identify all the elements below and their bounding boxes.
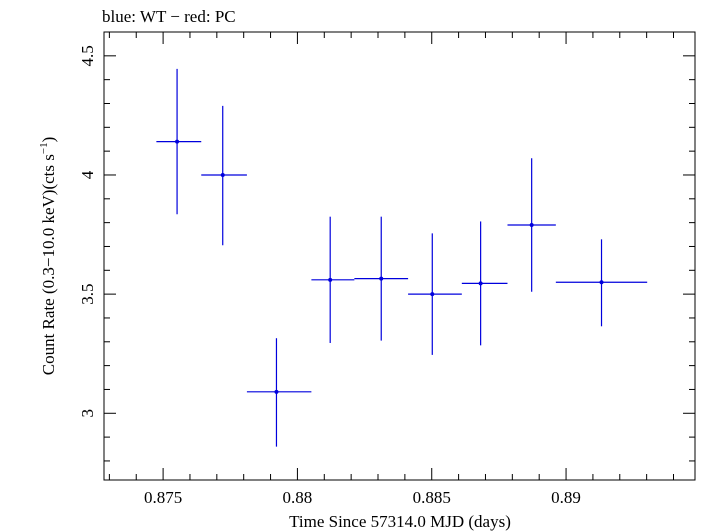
y-tick-label: 3.5: [78, 284, 97, 305]
y-tick-label: 4: [78, 170, 97, 179]
data-point: [354, 216, 409, 341]
x-tick-labels: 0.875 0.88 0.885 0.89: [144, 488, 581, 507]
x-tick-label: 0.885: [413, 488, 451, 507]
data-point: [246, 338, 312, 447]
x-tick-label: 0.875: [144, 488, 182, 507]
data-marker: [478, 281, 483, 286]
y-axis-label-close: ): [39, 137, 58, 143]
data-marker: [430, 292, 435, 297]
data-marker: [274, 389, 279, 394]
data-marker: [379, 276, 384, 281]
y-axis-label-main: Count Rate (0.3−10.0 keV)(cts s: [39, 154, 58, 375]
data-point: [461, 221, 508, 346]
data-point: [201, 105, 247, 246]
y-tick-labels: 3 3.5 4 4.5: [78, 45, 97, 417]
y-tick-label: 3: [78, 409, 97, 418]
y-axis-label: Count Rate (0.3−10.0 keV)(cts s−1): [38, 137, 58, 376]
data-point: [507, 158, 556, 292]
chart-title: blue: WT − red: PC: [102, 7, 236, 26]
plot-frame: [103, 31, 696, 481]
data-marker: [328, 277, 333, 282]
x-tick-label: 0.88: [283, 488, 313, 507]
data-point: [408, 233, 462, 355]
data-point: [555, 239, 648, 327]
data-point: [156, 68, 202, 215]
y-axis-label-exponent: −1: [38, 142, 50, 154]
axis-ticks: [104, 31, 695, 480]
x-axis-label: Time Since 57314.0 MJD (days): [289, 512, 511, 531]
data-point: [311, 216, 355, 343]
data-marker: [529, 223, 534, 228]
data-marker: [175, 139, 180, 144]
data-points: [156, 68, 648, 447]
y-tick-label: 4.5: [78, 45, 97, 66]
x-tick-label: 0.89: [551, 488, 581, 507]
data-marker: [599, 280, 604, 285]
data-marker: [220, 172, 225, 177]
